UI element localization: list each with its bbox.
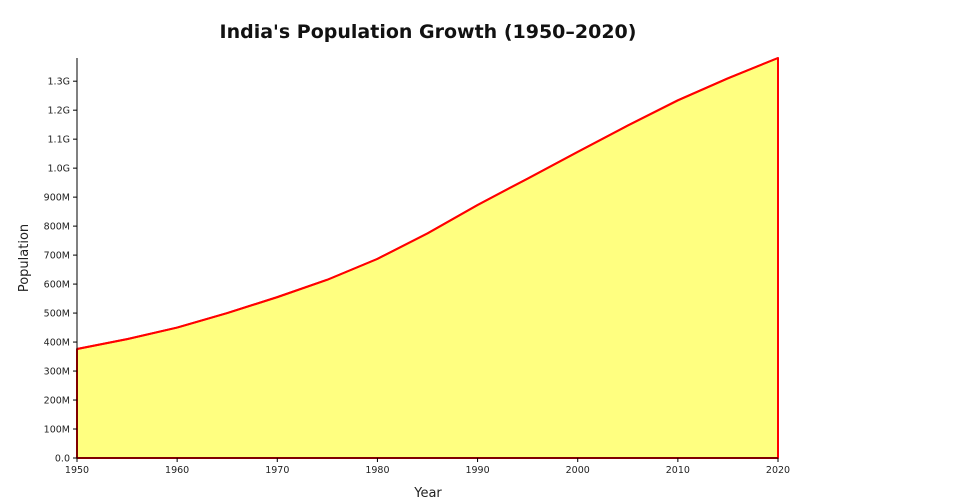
y-tick-label: 500M xyxy=(44,309,70,320)
area-fill xyxy=(76,57,779,459)
chart-title: India's Population Growth (1950–2020) xyxy=(220,21,637,43)
y-tick-label: 1.1G xyxy=(48,135,70,146)
y-tick-label: 900M xyxy=(44,193,70,204)
y-tick-label: 0.0 xyxy=(55,454,70,465)
y-tick-label: 1.0G xyxy=(48,164,70,175)
y-axis-label: Population xyxy=(17,224,32,292)
y-tick-label: 300M xyxy=(44,367,70,378)
y-tick-label: 400M xyxy=(44,338,70,349)
x-tick-label: 2010 xyxy=(666,465,690,476)
x-axis-label: Year xyxy=(413,486,442,500)
y-tick-label: 800M xyxy=(44,222,70,233)
plot-area xyxy=(76,57,779,459)
y-tick-label: 1.3G xyxy=(48,77,70,88)
series-line xyxy=(76,57,779,350)
y-tick-label: 600M xyxy=(44,280,70,291)
y-tick-label: 1.2G xyxy=(48,106,70,117)
x-axis: 1950 1960 1970 1980 1990 2000 2010 2020 xyxy=(65,457,790,476)
x-tick-label: 2020 xyxy=(766,465,790,476)
y-axis: 0.0 100M 200M 300M 400M 500M 600M 700M 800M 900M 1… xyxy=(44,58,78,465)
x-tick-label: 1950 xyxy=(65,465,89,476)
x-tick-label: 1990 xyxy=(465,465,489,476)
x-tick-label: 1970 xyxy=(265,465,289,476)
y-tick-label: 200M xyxy=(44,396,70,407)
x-tick-label: 1960 xyxy=(165,465,189,476)
x-tick-label: 1980 xyxy=(365,465,389,476)
x-tick-label: 2000 xyxy=(566,465,590,476)
y-tick-label: 100M xyxy=(44,425,70,436)
y-tick-label: 700M xyxy=(44,251,70,262)
